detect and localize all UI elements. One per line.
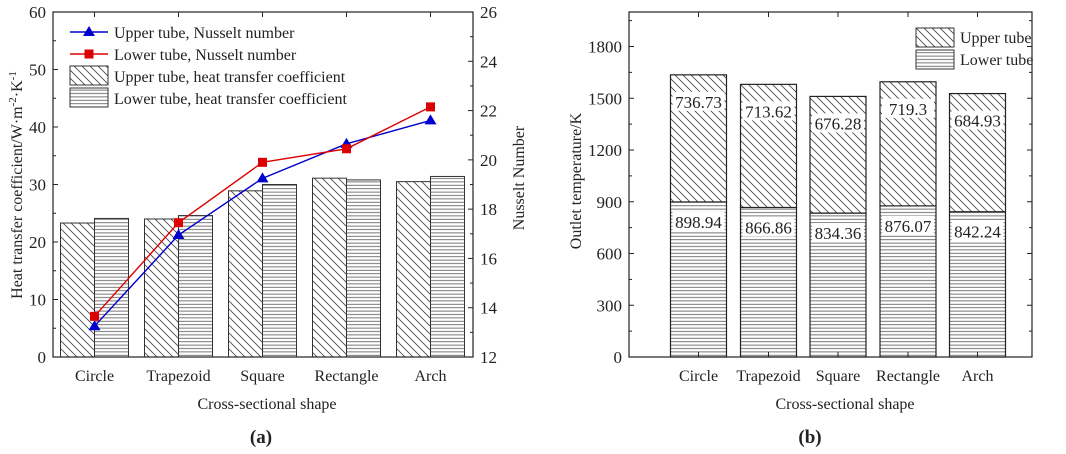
data-label-bg bbox=[812, 223, 864, 243]
data-label-lower: 876.07 bbox=[885, 217, 932, 236]
y-tick-label: 1800 bbox=[588, 38, 622, 57]
y-tick-label: 50 bbox=[29, 61, 46, 80]
y2-tick-label: 22 bbox=[480, 102, 497, 121]
data-label-bg bbox=[882, 98, 934, 118]
y2-tick-label: 18 bbox=[480, 200, 497, 219]
triangle-marker bbox=[424, 114, 437, 125]
bar-lower-htc bbox=[430, 175, 465, 358]
y-tick-label: 1500 bbox=[588, 89, 622, 108]
legend-label: Lower tube, Nusselt number bbox=[114, 47, 297, 64]
data-label-upper: 736.73 bbox=[675, 93, 722, 112]
bar-lower-htc bbox=[178, 215, 213, 358]
y2-tick-label: 12 bbox=[480, 348, 497, 367]
square-marker bbox=[90, 311, 99, 321]
y2-tick-label: 14 bbox=[480, 299, 498, 318]
x-tick-label: Circle bbox=[679, 368, 718, 385]
data-label-lower: 866.86 bbox=[745, 218, 792, 237]
chart-a: 0 10 20 30 40 50 60 12 14 16 18 20 22 24 26 Circle Trape… bbox=[7, 3, 528, 448]
y2-tick-label: 24 bbox=[480, 52, 498, 71]
legend-label: Upper tube, heat transfer coefficient bbox=[114, 69, 346, 86]
x-tick-label: Trapezoid bbox=[146, 368, 210, 385]
data-label-upper: 713.62 bbox=[745, 102, 792, 121]
y-axis-label: Outlet temperature/K bbox=[568, 112, 585, 249]
legend-label: Upper tube, Nusselt number bbox=[114, 25, 295, 42]
x-axis-label: Cross-sectional shape bbox=[775, 396, 914, 413]
data-label-lower: 842.24 bbox=[954, 223, 1001, 242]
triangle-marker bbox=[172, 229, 185, 240]
legend-bar-swatch bbox=[69, 65, 109, 86]
y-tick-label: 300 bbox=[597, 296, 623, 315]
data-label-upper: 684.93 bbox=[954, 112, 1001, 131]
bar-lower-htc bbox=[346, 179, 381, 358]
legend: Upper tube, Nusselt number Lower tube, Nu… bbox=[69, 25, 347, 108]
legend-bar-swatch bbox=[69, 87, 109, 108]
square-marker bbox=[84, 49, 94, 59]
square-marker bbox=[426, 102, 435, 112]
y-tick-label: 900 bbox=[597, 193, 623, 212]
x-tick-label: Square bbox=[240, 368, 284, 385]
legend: Upper tube Lower tube bbox=[915, 27, 1033, 70]
square-marker bbox=[258, 157, 267, 167]
x-tick-label: Arch bbox=[962, 368, 994, 385]
y2-tick-label: 16 bbox=[480, 249, 497, 268]
data-label-bg bbox=[742, 101, 795, 121]
triangle-marker bbox=[88, 320, 101, 331]
y2-axis-label: Nusselt Number bbox=[511, 125, 528, 230]
bar-lower-htc bbox=[94, 217, 129, 358]
y-tick-label: 20 bbox=[29, 233, 46, 252]
data-label-bg bbox=[812, 113, 864, 133]
y-tick-label: 0 bbox=[38, 348, 47, 367]
bar-lower-htc bbox=[262, 184, 297, 358]
square-marker bbox=[174, 218, 183, 228]
x-tick-label: Circle bbox=[75, 368, 114, 385]
x-tick-label: Rectangle bbox=[876, 368, 940, 385]
bar-upper-htc bbox=[396, 181, 431, 358]
y-tick-label: 60 bbox=[29, 3, 46, 22]
chart-b: 898.94 736.73 Circle 866.86 713.62 Trapezoid 8… bbox=[568, 11, 1033, 448]
y-tick-label: 1200 bbox=[588, 141, 622, 160]
panel-label: (b) bbox=[798, 427, 821, 448]
bar-upper-htc bbox=[228, 190, 263, 358]
data-label-bg bbox=[742, 217, 795, 237]
data-label-upper: 719.3 bbox=[889, 100, 927, 119]
data-label-bg bbox=[672, 91, 725, 111]
legend-swatch bbox=[915, 27, 955, 48]
triangle-marker bbox=[83, 26, 95, 36]
x-axis-label: Cross-sectional shape bbox=[197, 396, 336, 413]
x-tick-label: Rectangle bbox=[315, 368, 379, 385]
y2-tick-label: 26 bbox=[480, 3, 497, 22]
x-tick-label: Arch bbox=[415, 368, 447, 385]
y-tick-label: 0 bbox=[614, 348, 623, 367]
data-label-bg bbox=[672, 211, 725, 231]
square-marker bbox=[342, 144, 351, 154]
triangle-marker bbox=[256, 172, 269, 183]
x-tick-label: Trapezoid bbox=[736, 368, 800, 385]
bar-upper-htc bbox=[312, 177, 347, 358]
y-axis-label: Heat transfer coefficient/W·m-2·K-1 bbox=[7, 71, 26, 299]
plot-frame bbox=[628, 11, 1033, 358]
legend-label: Lower tube, heat transfer coefficient bbox=[114, 91, 347, 108]
y-tick-label: 600 bbox=[597, 245, 623, 264]
legend-label: Lower tube bbox=[960, 52, 1033, 69]
panel-label: (a) bbox=[250, 427, 272, 448]
y-tick-label: 30 bbox=[29, 176, 46, 195]
data-label-bg bbox=[951, 110, 1004, 130]
data-label-lower: 898.94 bbox=[675, 213, 722, 232]
y-tick-label: 10 bbox=[29, 291, 46, 310]
legend-swatch bbox=[915, 49, 955, 70]
data-label-bg bbox=[882, 215, 934, 235]
data-label-upper: 676.28 bbox=[815, 114, 862, 133]
y-tick-label: 40 bbox=[29, 118, 46, 137]
bar-upper-htc bbox=[60, 222, 95, 358]
x-tick-label: Square bbox=[816, 368, 860, 385]
data-label-bg bbox=[951, 221, 1004, 241]
data-label-lower: 834.36 bbox=[815, 224, 862, 243]
legend-label: Upper tube bbox=[960, 30, 1032, 47]
y2-tick-label: 20 bbox=[480, 151, 497, 170]
